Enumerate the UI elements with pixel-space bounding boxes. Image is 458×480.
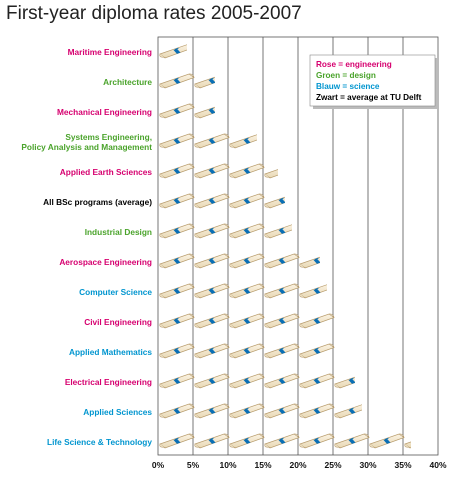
- x-tick-label: 0%: [152, 460, 165, 470]
- diploma-bar-unit: [194, 283, 230, 299]
- diploma-bar-unit: [159, 163, 195, 179]
- category-label: Civil Engineering: [84, 317, 152, 327]
- diploma-bar-unit: [194, 73, 215, 89]
- x-tick-label: 5%: [187, 460, 200, 470]
- diploma-bar-unit: [194, 343, 230, 359]
- diploma-bar-unit: [194, 103, 215, 119]
- diploma-bar-unit: [159, 433, 195, 449]
- diploma-bar-unit: [334, 433, 370, 449]
- diploma-bar-unit: [264, 313, 300, 329]
- legend-entry: Blauw = science: [316, 82, 380, 91]
- diploma-bar-unit: [334, 403, 362, 419]
- legend-box: [309, 54, 436, 107]
- category-label: Life Science & Technology: [47, 437, 152, 447]
- diploma-bar-unit: [334, 373, 355, 389]
- category-label: Industrial Design: [85, 227, 152, 237]
- diploma-bar-unit: [159, 283, 195, 299]
- diploma-bar-unit: [299, 373, 335, 389]
- chart-title: First-year diploma rates 2005-2007: [6, 3, 302, 24]
- diploma-bar-unit: [264, 193, 285, 209]
- diploma-bar-unit: [299, 433, 335, 449]
- diploma-bar-unit: [229, 193, 265, 209]
- diploma-bar-unit: [299, 283, 327, 299]
- legend-entry: Groen = design: [316, 71, 376, 80]
- diploma-bar-unit: [159, 313, 195, 329]
- diploma-bar-unit: [264, 343, 300, 359]
- diploma-bar-unit: [159, 133, 195, 149]
- diploma-bar-unit: [159, 193, 195, 209]
- x-tick-label: 30%: [359, 460, 376, 470]
- diploma-bar-unit: [194, 403, 230, 419]
- x-tick-label: 15%: [254, 460, 271, 470]
- diploma-bar-unit: [229, 313, 265, 329]
- diploma-bar-unit: [159, 403, 195, 419]
- diploma-bar-unit: [229, 223, 265, 239]
- diploma-bar-unit: [264, 223, 292, 239]
- x-tick-label: 25%: [324, 460, 341, 470]
- x-tick-label: 35%: [394, 460, 411, 470]
- diploma-bar-unit: [159, 73, 195, 89]
- legend-entry: Rose = engineering: [316, 60, 392, 69]
- diploma-bar-unit: [159, 223, 195, 239]
- diploma-bar-unit: [229, 373, 265, 389]
- diploma-bar-unit: [299, 313, 335, 329]
- diploma-bar-unit: [264, 433, 300, 449]
- x-axis-ticks: 0% 5% 10% 15% 20% 25% 30% 35% 40%: [152, 460, 447, 470]
- diploma-bar-unit: [194, 373, 230, 389]
- category-label: All BSc programs (average): [43, 197, 152, 207]
- diploma-bar-unit: [194, 133, 230, 149]
- diploma-bar-unit: [229, 343, 265, 359]
- category-label: Applied Mathematics: [69, 347, 152, 357]
- category-label: Architecture: [103, 77, 152, 87]
- category-labels: Maritime Engineering Architecture Mechanic…: [21, 47, 152, 447]
- category-label: Applied Earth Sciences: [60, 167, 153, 177]
- diploma-bar-unit: [159, 43, 187, 59]
- diploma-bar-unit: [229, 403, 265, 419]
- diploma-bar-unit: [229, 283, 265, 299]
- diploma-bar-unit: [194, 163, 230, 179]
- category-label: Applied Sciences: [83, 407, 152, 417]
- diploma-bar-unit: [404, 433, 411, 449]
- diploma-bar-unit: [194, 433, 230, 449]
- diploma-bar-unit: [264, 403, 300, 419]
- diploma-bar-unit: [229, 253, 265, 269]
- diploma-bar-unit: [159, 253, 195, 269]
- legend-entry: Zwart = average at TU Delft: [316, 93, 422, 102]
- diploma-bar-unit: [229, 133, 257, 149]
- diploma-bar-unit: [299, 253, 320, 269]
- diploma-bar-unit: [194, 223, 230, 239]
- x-tick-label: 40%: [429, 460, 446, 470]
- diploma-bar-unit: [229, 433, 265, 449]
- x-tick-label: 10%: [219, 460, 236, 470]
- diploma-bar-unit: [264, 163, 278, 179]
- x-tick-label: 20%: [289, 460, 306, 470]
- category-label: Electrical Engineering: [65, 377, 152, 387]
- diploma-bar-unit: [229, 163, 265, 179]
- category-label: Computer Science: [79, 287, 152, 297]
- diploma-bar-unit: [299, 403, 335, 419]
- diploma-bar-unit: [194, 193, 230, 209]
- category-label: Aerospace Engineering: [59, 257, 152, 267]
- diploma-bar-unit: [264, 373, 300, 389]
- legend: Rose = engineering Groen = design Blauw = …: [309, 54, 438, 109]
- diploma-bar-unit: [264, 253, 300, 269]
- category-label: Mechanical Engineering: [57, 107, 152, 117]
- category-label: Systems Engineering, Policy Analysis and …: [21, 132, 152, 152]
- diploma-bar-unit: [194, 253, 230, 269]
- diploma-bar-unit: [159, 373, 195, 389]
- category-label: Maritime Engineering: [68, 47, 152, 57]
- diploma-bar-unit: [159, 103, 195, 119]
- diploma-bar-unit: [299, 343, 335, 359]
- diploma-bar-unit: [369, 433, 405, 449]
- diploma-bar-unit: [159, 343, 195, 359]
- diploma-bar-unit: [264, 283, 300, 299]
- diploma-bar-unit: [194, 313, 230, 329]
